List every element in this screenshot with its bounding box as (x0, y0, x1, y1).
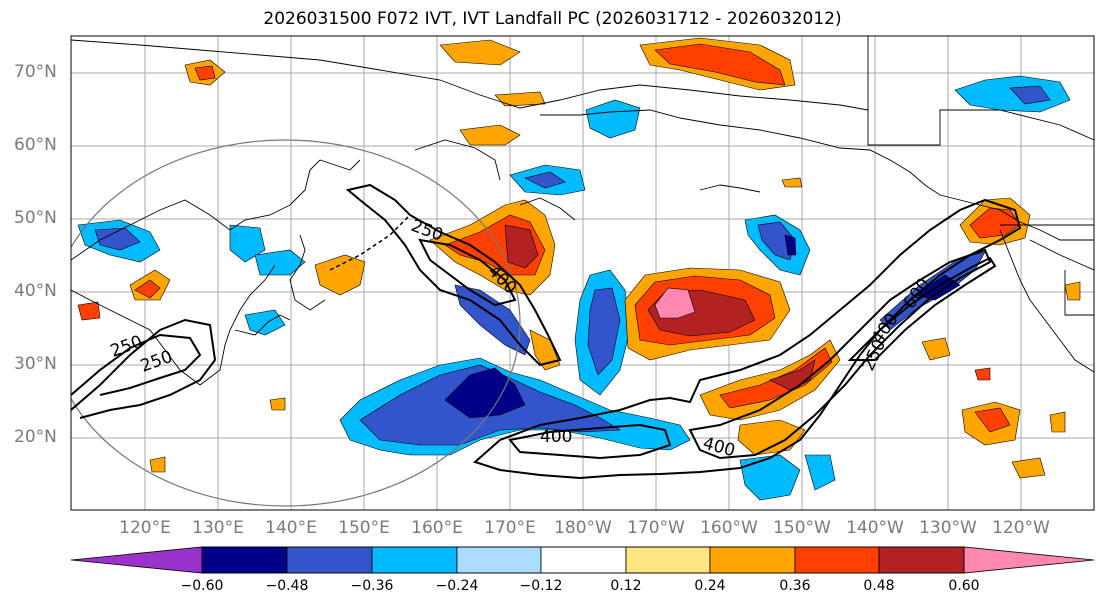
colorbar-segment (625, 546, 711, 574)
colorbar-segment (540, 546, 627, 574)
coastlines (71, 36, 1094, 386)
lat-label: 20°N (14, 427, 57, 447)
colorbar-tick-label: −0.36 (350, 578, 394, 594)
colorbar-tick-label: 0.36 (779, 578, 811, 594)
map-title: 2026031500 F072 IVT, IVT Landfall PC (20… (263, 9, 842, 29)
pc-dashed-line (329, 214, 411, 271)
colorbar-segment (878, 546, 965, 574)
colorbar-segment (201, 546, 288, 574)
negative-region-canada (954, 75, 1071, 113)
lon-label: 180°W (554, 518, 612, 538)
ivt-contours (71, 183, 1022, 480)
lon-label: 160°E (411, 518, 463, 538)
lon-label: 160°W (700, 518, 758, 538)
positive-core-ne-pacific (654, 287, 696, 319)
lon-label: 140°W (846, 518, 904, 538)
negative-core-central-pacific (444, 367, 526, 419)
lon-label: 170°W (627, 518, 685, 538)
colorbar-segment (794, 546, 880, 574)
colorbar-segment (286, 546, 373, 574)
colorbar-tick-label: −0.12 (519, 578, 563, 594)
colorbar-tick-label: 0.24 (694, 578, 726, 594)
lat-label: 50°N (14, 208, 57, 228)
landfall-region-outline (71, 139, 521, 507)
lon-label: 120°E (119, 518, 171, 538)
colorbar-tick-label: 0.60 (948, 578, 980, 594)
lat-label: 30°N (14, 354, 57, 374)
lat-label: 70°N (14, 62, 57, 82)
colorbar-extend-max (963, 546, 1095, 574)
colorbar-segment (709, 546, 796, 574)
lat-label: 60°N (14, 135, 57, 155)
colorbar-segment (371, 546, 458, 574)
lon-label: 150°E (338, 518, 390, 538)
lat-label: 40°N (14, 281, 57, 301)
colorbar-tick-label: −0.60 (180, 578, 224, 594)
map-frame (70, 35, 1095, 511)
lon-label: 150°W (773, 518, 831, 538)
lon-label: 130°E (192, 518, 244, 538)
colorbar-tick-label: −0.48 (265, 578, 309, 594)
colorbar-tick-label: 0.48 (863, 578, 895, 594)
colorbar-tick-label: −0.24 (435, 578, 479, 594)
lon-label: 140°E (265, 518, 317, 538)
contour-label: 400 (540, 427, 572, 447)
lon-label: 170°E (484, 518, 536, 538)
colorbar-extend-min (70, 546, 203, 574)
ivt-filled-contours (77, 37, 1081, 501)
colorbar-segment (456, 546, 542, 574)
colorbar (70, 546, 1095, 574)
colorbar-tick-label: 0.12 (610, 578, 642, 594)
lon-label: 120°W (992, 518, 1050, 538)
lon-label: 130°W (919, 518, 977, 538)
